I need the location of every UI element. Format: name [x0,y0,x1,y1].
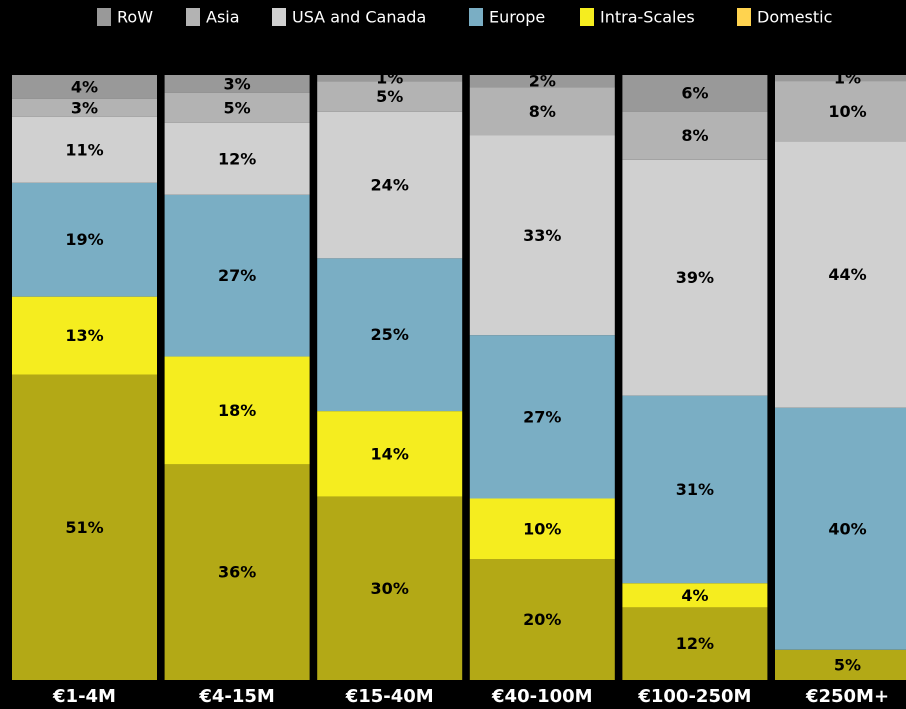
bar-segment [469,135,615,336]
legend-label: RoW [117,8,153,27]
segment-label: 51% [65,518,103,537]
segment-label: 36% [218,563,256,582]
segment-label: 25% [371,325,409,344]
bar-segment [469,498,615,559]
x-tick-label: €100-250M [637,686,751,707]
segment-label: 27% [523,407,561,426]
bar-segment [775,649,906,680]
bar-segment [12,374,157,680]
bar-segment [775,141,906,408]
legend-swatch [186,8,200,26]
segment-label: 30% [371,579,409,598]
bar-segment [164,75,310,93]
bar-segment [622,75,768,112]
legend-label: Europe [489,8,545,27]
segment-label: 33% [523,226,561,245]
bar-segment [469,87,615,136]
legend-label: USA and Canada [292,8,426,27]
bar-segment [317,258,463,412]
segment-label: 27% [218,266,256,285]
bar-segment [622,111,768,160]
bar-segment [775,81,906,142]
x-tick-label: €40-100M [491,686,593,707]
x-tick-label: €4-15M [198,686,274,707]
bar-segment [317,496,463,680]
bar-segment [12,182,157,297]
segment-label: 12% [218,149,256,168]
legend-swatch [272,8,286,26]
segment-label: 39% [676,268,714,287]
x-tick-label: €1-4M [52,686,116,707]
segment-label: 31% [676,480,714,499]
segment-label: 10% [523,519,561,538]
bar-segment [622,607,768,680]
bar-segment [164,92,310,123]
segment-label: 13% [65,326,103,345]
segment-label: 5% [224,98,251,117]
segment-label: 3% [71,98,98,117]
bar-segment [317,111,463,259]
segment-label: 5% [834,655,861,674]
segment-label: 4% [681,586,708,605]
x-tick-label: €15-40M [345,686,434,707]
bar-segment [775,75,906,82]
segment-label: 1% [376,69,403,88]
segment-label: 44% [828,265,866,284]
legend-label: Asia [206,8,240,27]
bar-segment [12,116,157,183]
segment-label: 8% [681,126,708,145]
bar-segment [469,75,615,88]
legend-swatch [737,8,751,26]
segment-label: 19% [65,230,103,249]
segment-label: 10% [828,102,866,121]
segment-label: 1% [834,69,861,88]
legend-swatch [97,8,111,26]
segment-label: 24% [371,176,409,195]
bar-segment [164,194,310,357]
segment-label: 12% [676,634,714,653]
bar-segment [622,395,768,584]
bar-segment [622,583,768,608]
segment-label: 40% [828,519,866,538]
bar-segment [12,296,157,375]
bar-segment [469,559,615,680]
bar-segment [164,464,310,680]
bar-segment [317,75,463,82]
segment-label: 8% [529,102,556,121]
segment-label: 14% [371,444,409,463]
legend-label: Domestic [757,8,832,27]
segment-label: 4% [71,77,98,96]
segment-label: 3% [224,74,251,93]
bar-segment [317,81,463,112]
bar-segment [164,122,310,195]
segment-label: 5% [376,87,403,106]
bar-segment [622,159,768,396]
bar-segment [164,356,310,465]
legend-label: Intra-Scales [600,8,695,27]
legend-swatch [469,8,483,26]
segment-label: 20% [523,610,561,629]
segment-label: 18% [218,401,256,420]
segment-label: 2% [529,72,556,91]
legend-swatch [580,8,594,26]
bar-segment [12,98,157,117]
x-tick-label: €250M+ [805,686,889,707]
bar-segment [775,407,906,650]
bar-segment [317,411,463,497]
segment-label: 6% [681,84,708,103]
bar-segment [469,335,615,499]
segment-label: 11% [65,140,103,159]
bar-segment [12,75,157,99]
